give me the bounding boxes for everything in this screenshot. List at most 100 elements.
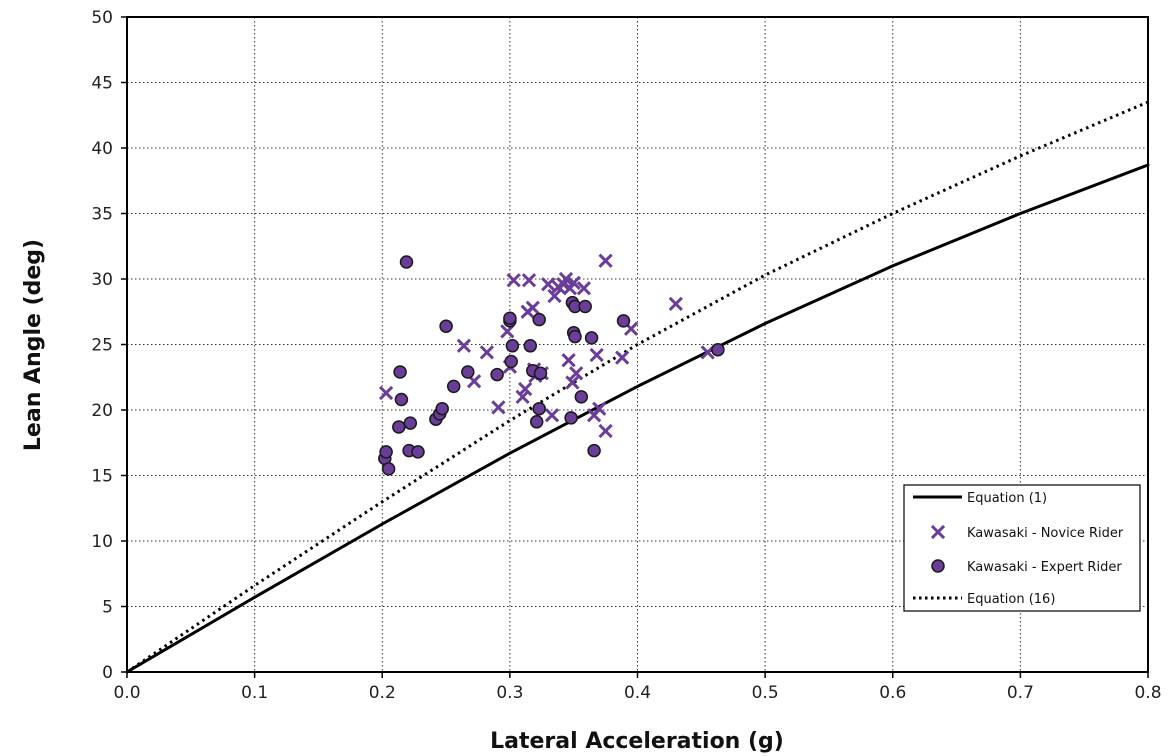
expert-rider-point <box>568 329 582 344</box>
y-tick-label: 35 <box>91 205 113 225</box>
legend-key-expert-rider <box>931 559 945 573</box>
expert-rider-point <box>711 342 725 357</box>
novice-rider-point <box>491 400 506 415</box>
novice-rider-point <box>566 275 581 291</box>
novice-rider-point-stroke <box>515 389 530 405</box>
novice-rider-point-stroke <box>456 338 472 353</box>
novice-rider-point <box>615 350 630 365</box>
novice-rider-point <box>668 296 683 312</box>
novice-rider-point <box>456 338 472 353</box>
expert-rider-point <box>381 462 396 476</box>
x-tick-label: 0.4 <box>624 683 651 703</box>
y-tick-label: 25 <box>91 336 113 356</box>
novice-rider-point <box>700 345 715 360</box>
expert-rider-point <box>505 339 520 353</box>
expert-rider-point <box>574 390 589 404</box>
expert-rider-point <box>533 366 548 381</box>
expert-rider-point <box>564 411 578 425</box>
equation-1-line <box>125 163 1150 674</box>
legend-label-expert-rider: Kawasaki - Expert Rider <box>967 560 1122 575</box>
novice-rider-point <box>598 423 613 439</box>
novice-rider-point <box>521 273 537 288</box>
expert-rider-point <box>446 379 461 394</box>
expert-rider-point <box>399 255 414 269</box>
novice-rider-point-stroke <box>561 353 576 368</box>
x-tick-label: 0.8 <box>1134 683 1161 703</box>
novice-rider-point <box>378 385 394 401</box>
y-tick-label: 5 <box>102 598 113 618</box>
novice-rider-point-stroke <box>518 381 533 397</box>
novice-rider-point <box>500 324 515 339</box>
expert-rider-point <box>532 401 546 416</box>
x-axis-ticks: 0.0 0.1 0.2 0.3 0.4 0.5 0.6 0.7 0.8 <box>113 672 1162 703</box>
novice-rider-point-stroke <box>466 374 482 389</box>
novice-rider-point <box>569 366 584 381</box>
plot-area <box>125 100 1150 674</box>
novice-rider-point-stroke <box>500 324 515 339</box>
novice-rider-point-stroke <box>506 273 521 288</box>
novice-rider-point-stroke <box>544 408 560 423</box>
expert-rider-point <box>587 443 601 458</box>
novice-rider-point-stroke <box>589 347 604 363</box>
y-axis-ticks: 0 5 10 15 20 25 30 35 40 45 50 <box>91 8 127 683</box>
expert-rider-point <box>435 401 449 416</box>
novice-rider-point <box>506 273 521 288</box>
y-tick-label: 30 <box>91 270 113 290</box>
expert-rider-point <box>584 331 599 345</box>
expert-rider-point <box>403 416 418 430</box>
novice-rider-point <box>576 281 592 296</box>
novice-rider-point <box>518 381 533 397</box>
expert-rider-point <box>394 392 409 407</box>
expert-rider-point <box>461 365 475 379</box>
novice-rider-point <box>589 347 604 363</box>
x-tick-label: 0.2 <box>369 683 396 703</box>
expert-rider-point <box>504 354 518 369</box>
novice-rider-point-stroke <box>521 273 537 288</box>
novice-rider-point <box>544 408 560 423</box>
legend-box <box>903 484 1141 612</box>
novice-rider-point <box>561 353 576 368</box>
novice-rider-point-stroke <box>592 401 607 416</box>
x-tick-label: 0.0 <box>113 683 140 703</box>
expert-rider-point <box>393 365 407 379</box>
novice-rider-point-stroke <box>569 366 584 381</box>
legend-label-novice-rider: Kawasaki - Novice Rider <box>967 526 1124 541</box>
y-axis-title: Lean Angle (deg) <box>21 239 46 451</box>
equation-16-line <box>126 100 1149 674</box>
x-tick-label: 0.3 <box>496 683 523 703</box>
novice-rider-point-stroke <box>615 350 630 365</box>
y-tick-label: 50 <box>91 8 113 28</box>
expert-rider-point <box>616 314 631 328</box>
novice-rider-point-stroke <box>547 288 562 304</box>
novice-rider-point-stroke <box>576 281 592 296</box>
expert-rider-point <box>439 319 453 333</box>
novice-rider-point-stroke <box>491 400 506 415</box>
expert-rider-point <box>529 415 544 429</box>
novice-rider-point-stroke <box>668 296 683 312</box>
grid <box>127 17 1148 672</box>
x-tick-label: 0.5 <box>752 683 779 703</box>
novice-rider-point <box>598 253 613 268</box>
legend-label-equation-1: Equation (1) <box>967 491 1047 506</box>
x-tick-label: 0.6 <box>879 683 906 703</box>
novice-rider-point-stroke <box>558 271 574 287</box>
expert-rider-point <box>411 445 425 459</box>
novice-rider-point <box>558 271 574 287</box>
novice-rider-point-stroke <box>541 277 556 292</box>
novice-rider-point-stroke <box>700 345 715 360</box>
legend-key-novice-rider <box>930 524 946 540</box>
expert-rider-point <box>503 311 517 326</box>
novice-rider-point-stroke <box>565 375 580 390</box>
expert-rider-point <box>379 445 393 459</box>
novice-rider-point-stroke <box>479 345 495 360</box>
x-tick-label: 0.7 <box>1007 683 1034 703</box>
expert-rider-point <box>578 299 592 314</box>
legend-label-equation-16: Equation (16) <box>967 592 1055 607</box>
novice-rider-point-stroke <box>378 385 394 401</box>
expert-rider-point <box>392 420 406 434</box>
novice-rider-point-stroke <box>598 423 613 439</box>
y-tick-label: 45 <box>91 74 113 94</box>
novice-rider-point <box>592 401 607 416</box>
novice-rider-point <box>479 345 495 360</box>
